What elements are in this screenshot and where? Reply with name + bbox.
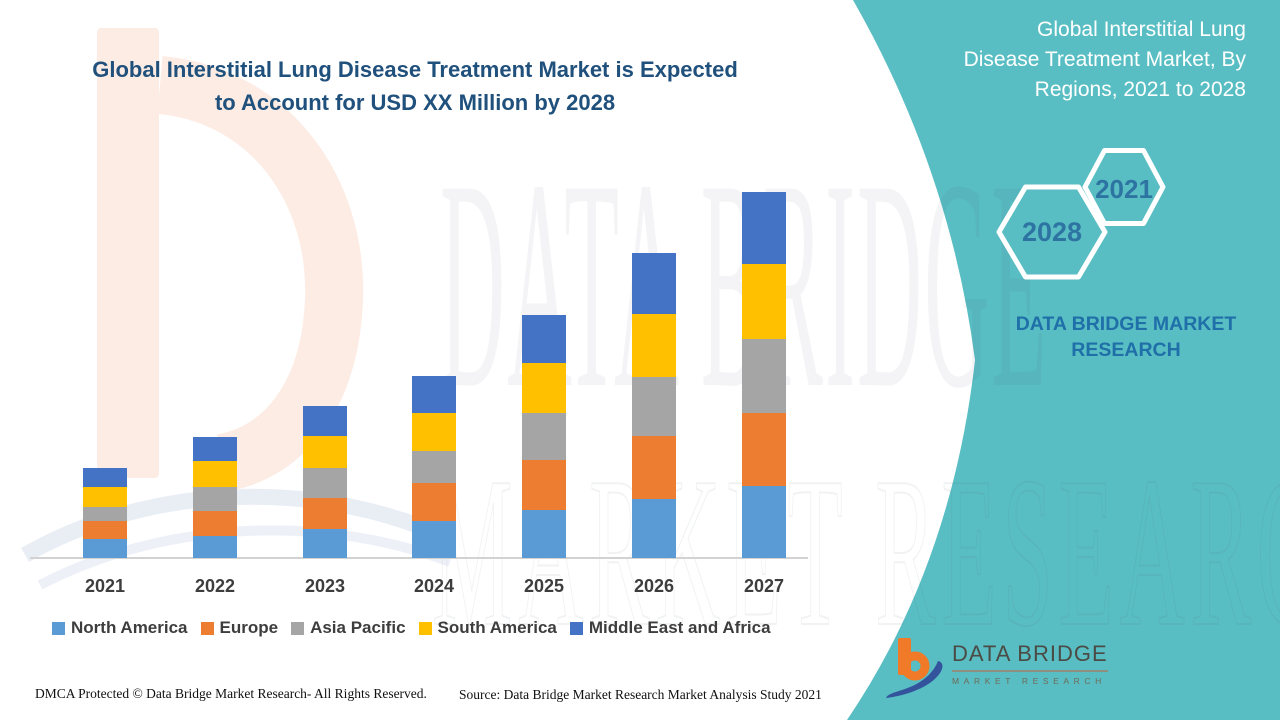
bar-segment-asia-pacific	[742, 339, 786, 413]
logo-subtitle: MARKET RESEARCH	[952, 676, 1106, 686]
x-axis-tick-label: 2024	[413, 576, 455, 596]
legend-swatch	[418, 621, 432, 635]
panel-title-line3: Regions, 2021 to 2028	[1034, 78, 1246, 101]
bar-segment-south-america	[412, 413, 456, 451]
x-axis-line	[30, 557, 808, 559]
legend-swatch	[569, 621, 583, 635]
dmca-notice: DMCA Protected © Data Bridge Market Rese…	[35, 686, 427, 701]
x-axis-tick-label: 2027	[743, 576, 785, 596]
source-note: Source: Data Bridge Market Research Mark…	[459, 687, 822, 702]
bar-segment-europe	[412, 483, 456, 521]
bar-segment-middle-east-and-africa	[412, 376, 456, 413]
x-axis-tick-label: 2026	[633, 576, 675, 596]
bar-segment-north-america	[303, 529, 347, 558]
bar-segment-south-america	[522, 363, 566, 413]
legend-swatch	[200, 621, 214, 635]
background-logo-watermark	[21, 28, 456, 590]
bar-segment-asia-pacific	[303, 468, 347, 498]
bar-segment-south-america	[742, 264, 786, 339]
data-bridge-logo-icon	[886, 638, 943, 698]
logo-name: DATA BRIDGE	[952, 641, 1108, 672]
legend-item-europe: Europe	[200, 618, 279, 638]
legend-swatch	[52, 621, 65, 635]
bar-segment-europe	[193, 511, 237, 536]
bar-segment-south-america	[83, 487, 127, 507]
legend-item-south-america: South America	[418, 618, 557, 638]
bar-segment-asia-pacific	[193, 487, 237, 511]
hexagon-2028	[996, 184, 1108, 280]
legend-item-north-america: North America	[52, 618, 188, 638]
chart-legend: North America Europe Asia Pacific South Ame…	[52, 618, 771, 638]
bar-segment-europe	[83, 521, 127, 539]
legend-item-middle-east-and-africa: Middle East and Africa	[569, 618, 771, 638]
bar-segment-europe	[632, 436, 676, 499]
page-title-line1: Global Interstitial Lung Disease Treatme…	[92, 57, 738, 82]
bar-segment-south-america	[193, 461, 237, 487]
bar-segment-asia-pacific	[412, 451, 456, 483]
bar-segment-europe	[742, 413, 786, 486]
x-axis-tick-label: 2021	[84, 576, 126, 596]
bar-segment-asia-pacific	[522, 413, 566, 460]
x-axis-tick-label: 2023	[304, 576, 346, 596]
bar-segment-middle-east-and-africa	[632, 253, 676, 314]
bar-segment-south-america	[632, 314, 676, 377]
legend-swatch	[291, 621, 305, 635]
x-axis-tick-label: 2022	[194, 576, 236, 596]
hexagon-badges	[996, 148, 1166, 280]
x-axis-tick-label: 2025	[523, 576, 565, 596]
bar-segment-middle-east-and-africa	[193, 437, 237, 461]
bar-segment-north-america	[742, 486, 786, 558]
legend-label: South America	[437, 618, 557, 637]
bar-segment-north-america	[412, 521, 456, 558]
bar-segment-middle-east-and-africa	[83, 468, 127, 487]
bar-segment-middle-east-and-africa	[742, 192, 786, 264]
hexagon-2021	[1082, 148, 1166, 226]
bar-segment-south-america	[303, 436, 347, 468]
hexagon-label-2021: 2021	[1095, 174, 1153, 204]
bar-segment-north-america	[193, 536, 237, 558]
bar-segment-middle-east-and-africa	[303, 406, 347, 436]
legend-item-asia-pacific: Asia Pacific	[291, 618, 406, 638]
bar-segment-middle-east-and-africa	[522, 315, 566, 363]
panel-title-line2: Disease Treatment Market, By	[963, 48, 1246, 71]
legend-label: Middle East and Africa	[588, 618, 771, 637]
legend-label: Asia Pacific	[310, 618, 406, 637]
legend-label: Europe	[219, 618, 279, 637]
page-title-line2: to Account for USD XX Million by 2028	[214, 90, 616, 115]
page-title: Global Interstitial Lung Disease Treatme…	[75, 53, 755, 119]
bar-segment-north-america	[83, 539, 127, 558]
data-bridge-logo-text: DATA BRIDGE MARKET RESEARCH	[952, 641, 1108, 686]
bar-segment-europe	[303, 498, 347, 529]
hexagon-label-2028: 2028	[1021, 217, 1083, 247]
brand-tagline: DATA BRIDGE MARKET RESEARCH	[1015, 313, 1237, 361]
bar-segment-north-america	[632, 499, 676, 558]
bar-segment-asia-pacific	[632, 377, 676, 436]
panel-title-line1: Global Interstitial Lung	[1037, 18, 1246, 41]
panel-title: Global Interstitial Lung Disease Treatme…	[891, 15, 1246, 105]
bar-segment-north-america	[522, 510, 566, 558]
legend-label: North America	[71, 618, 188, 637]
bar-segment-asia-pacific	[83, 507, 127, 521]
bar-segment-europe	[522, 460, 566, 510]
